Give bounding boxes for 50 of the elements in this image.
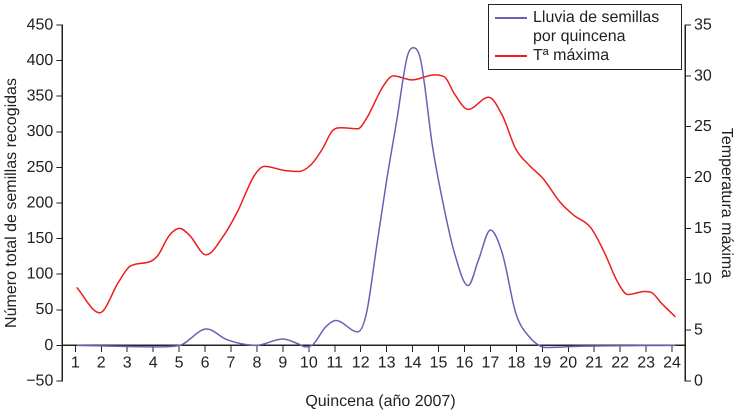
y2-tick-label: 25 — [694, 118, 712, 136]
y2-tick-label: 5 — [694, 322, 704, 339]
x-tick-label: 14 — [404, 354, 422, 372]
y-tick-label: 0 — [44, 336, 54, 354]
x-tick-label: 4 — [148, 354, 158, 372]
x-tick-label: 22 — [611, 354, 630, 372]
y-tick-label: 450 — [26, 16, 54, 34]
x-tick-label: 1 — [70, 354, 80, 372]
y2-tick-label: 0 — [694, 372, 704, 390]
x-tick-label: 10 — [300, 354, 318, 372]
y-tick-label: 350 — [26, 88, 54, 105]
y-tick-label: 250 — [26, 158, 54, 176]
y-tick-label: 100 — [26, 266, 54, 283]
x-tick-label: 12 — [352, 354, 370, 372]
y-tick-label: 300 — [26, 123, 54, 140]
legend-label: Lluvia de semillas por quincena — [533, 8, 660, 46]
x-tick-label: 21 — [585, 354, 604, 372]
y2-tick-label: 30 — [694, 67, 712, 84]
y-tick-label: 50 — [36, 301, 54, 318]
x-tick-label: 16 — [456, 354, 474, 372]
x-tick-label: 3 — [122, 354, 132, 372]
x-axis-title: Quincena (año 2007) — [304, 393, 457, 411]
y-tick-label: 400 — [26, 52, 54, 70]
x-tick-label: 5 — [174, 354, 184, 372]
x-tick-label: 9 — [278, 354, 288, 372]
y-tick-label: 200 — [26, 194, 54, 212]
x-tick-label: 8 — [252, 354, 262, 372]
line-series — [76, 74, 676, 318]
x-tick-label: 20 — [559, 354, 578, 372]
x-tick-label: 24 — [663, 354, 682, 372]
x-tick-label: 18 — [507, 354, 526, 372]
y2-tick-label: 20 — [694, 168, 712, 186]
line-series — [76, 47, 676, 348]
x-tick-label: 7 — [226, 354, 236, 372]
legend-label: Tª máxima — [533, 46, 610, 65]
x-tick-label: 15 — [430, 354, 448, 372]
x-tick-label: 13 — [378, 354, 396, 372]
x-tick-label: 17 — [482, 354, 500, 372]
y2-axis-title: Temperatura máxima — [718, 128, 735, 278]
y2-tick-label: 10 — [694, 270, 712, 288]
y-axis-title: Número total de semillas recogidas — [3, 78, 20, 328]
x-tick-label: 23 — [637, 354, 656, 372]
y2-tick-label: 35 — [694, 16, 712, 34]
x-tick-label: 19 — [533, 354, 552, 372]
y-tick-label: 150 — [26, 230, 54, 248]
y-tick-label: −50 — [26, 372, 54, 390]
x-tick-label: 2 — [96, 354, 106, 372]
x-tick-label: 11 — [326, 354, 344, 372]
y2-tick-label: 15 — [694, 220, 712, 237]
x-tick-label: 6 — [200, 354, 210, 372]
